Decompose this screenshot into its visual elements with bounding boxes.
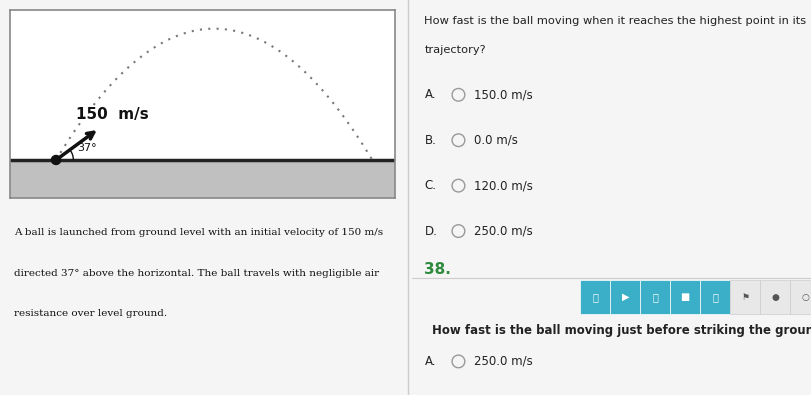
FancyBboxPatch shape <box>610 280 639 314</box>
Text: 250.0 m/s: 250.0 m/s <box>474 355 533 368</box>
Text: A.: A. <box>424 88 436 101</box>
FancyBboxPatch shape <box>789 280 811 314</box>
Text: How fast is the ball moving when it reaches the highest point in its: How fast is the ball moving when it reac… <box>424 16 805 26</box>
Text: 150.0 m/s: 150.0 m/s <box>474 88 533 101</box>
FancyBboxPatch shape <box>699 280 729 314</box>
Text: ○: ○ <box>800 293 808 302</box>
FancyBboxPatch shape <box>639 280 669 314</box>
Text: directed 37° above the horizontal. The ball travels with negligible air: directed 37° above the horizontal. The b… <box>14 269 378 278</box>
Text: A ball is launched from ground level with an initial velocity of 150 m/s: A ball is launched from ground level wit… <box>14 228 382 237</box>
FancyBboxPatch shape <box>580 280 610 314</box>
Text: trajectory?: trajectory? <box>424 45 486 55</box>
Bar <box>10 160 395 198</box>
Text: resistance over level ground.: resistance over level ground. <box>14 309 166 318</box>
Text: 150  m/s: 150 m/s <box>76 107 148 122</box>
Text: 37°: 37° <box>77 143 97 153</box>
Text: ⚑: ⚑ <box>740 293 749 302</box>
Text: ⏭: ⏭ <box>651 292 658 302</box>
Text: C.: C. <box>424 179 436 192</box>
Text: ⏮: ⏮ <box>591 292 598 302</box>
Text: 0.0 m/s: 0.0 m/s <box>474 134 517 147</box>
Text: B.: B. <box>424 134 436 147</box>
FancyBboxPatch shape <box>759 280 789 314</box>
Text: 38.: 38. <box>424 261 451 276</box>
Text: ●: ● <box>770 293 778 302</box>
Circle shape <box>51 156 61 164</box>
Text: How fast is the ball moving just before striking the ground?: How fast is the ball moving just before … <box>432 324 811 337</box>
Text: D.: D. <box>424 225 437 237</box>
Text: ⏸: ⏸ <box>711 292 717 302</box>
Text: ▶: ▶ <box>620 292 629 302</box>
Text: A.: A. <box>424 355 436 368</box>
FancyBboxPatch shape <box>729 280 759 314</box>
FancyBboxPatch shape <box>669 280 699 314</box>
Text: 120.0 m/s: 120.0 m/s <box>474 179 533 192</box>
Text: ■: ■ <box>680 292 689 302</box>
Text: 250.0 m/s: 250.0 m/s <box>474 225 533 237</box>
